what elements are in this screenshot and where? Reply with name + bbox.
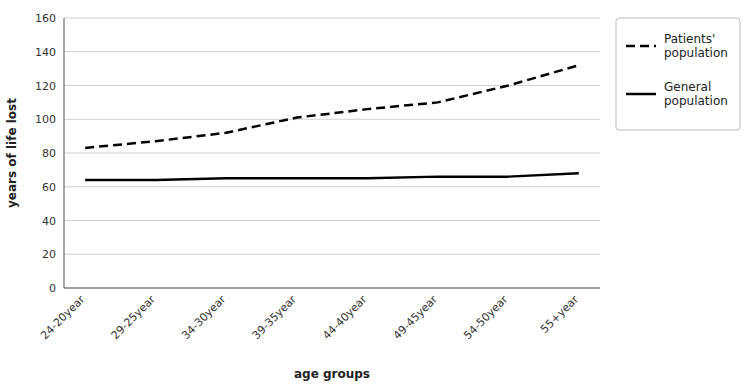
legend-box [616, 18, 740, 130]
grid-line [64, 51, 600, 52]
grid-line [64, 85, 600, 86]
x-tick-label: 49-45year [391, 293, 440, 342]
grid-line [64, 18, 600, 19]
legend-label-line: population [664, 94, 728, 108]
grid-line [64, 288, 600, 289]
x-tick-label: 44-40year [320, 293, 369, 342]
legend-label-line: population [664, 46, 728, 60]
y-tick-label: 20 [42, 248, 56, 261]
chart-container: 0 20 40 60 80 100 120 140 160 24-20year 29-25year 3… [0, 0, 750, 386]
chart-svg: 0 20 40 60 80 100 120 140 160 24-20year 29-25year 3… [0, 0, 750, 386]
legend-swatch [626, 93, 656, 96]
x-axis-label: age groups [294, 367, 370, 381]
x-tick-label: 34-30year [179, 293, 228, 342]
y-axis-label: years of life lost [5, 98, 19, 208]
legend-swatch [626, 45, 656, 48]
y-tick-label: 100 [35, 113, 56, 126]
y-tick-label: 140 [35, 46, 56, 59]
x-axis-line [64, 288, 600, 289]
x-tick-label: 55+year [538, 293, 581, 336]
series-line [85, 173, 579, 180]
y-tick-label: 120 [35, 80, 56, 93]
x-tick-label: 39-35year [250, 293, 299, 342]
grid-line [64, 119, 600, 120]
grid-line [64, 254, 600, 255]
legend: Patients'populationGeneralpopulation [616, 18, 740, 130]
x-tick-label: 24-20year [38, 293, 87, 342]
grid-line [64, 186, 600, 187]
y-tick-label: 160 [35, 12, 56, 25]
plot-area [85, 65, 579, 180]
y-axis-line [64, 18, 65, 288]
legend-label: Patients'population [664, 32, 728, 60]
y-tick-label: 80 [42, 147, 56, 160]
legend-label: Generalpopulation [664, 80, 728, 108]
x-tick-label: 54-50year [461, 293, 510, 342]
grid-line [64, 153, 600, 154]
series-line [85, 65, 579, 148]
y-tick-label: 60 [42, 181, 56, 194]
x-tick-label: 29-25year [109, 293, 158, 342]
y-tick-label: 40 [42, 215, 56, 228]
legend-label-line: General [664, 80, 711, 94]
legend-label-line: Patients' [664, 32, 715, 46]
y-tick-label: 0 [49, 282, 56, 295]
grid-line [64, 220, 600, 221]
